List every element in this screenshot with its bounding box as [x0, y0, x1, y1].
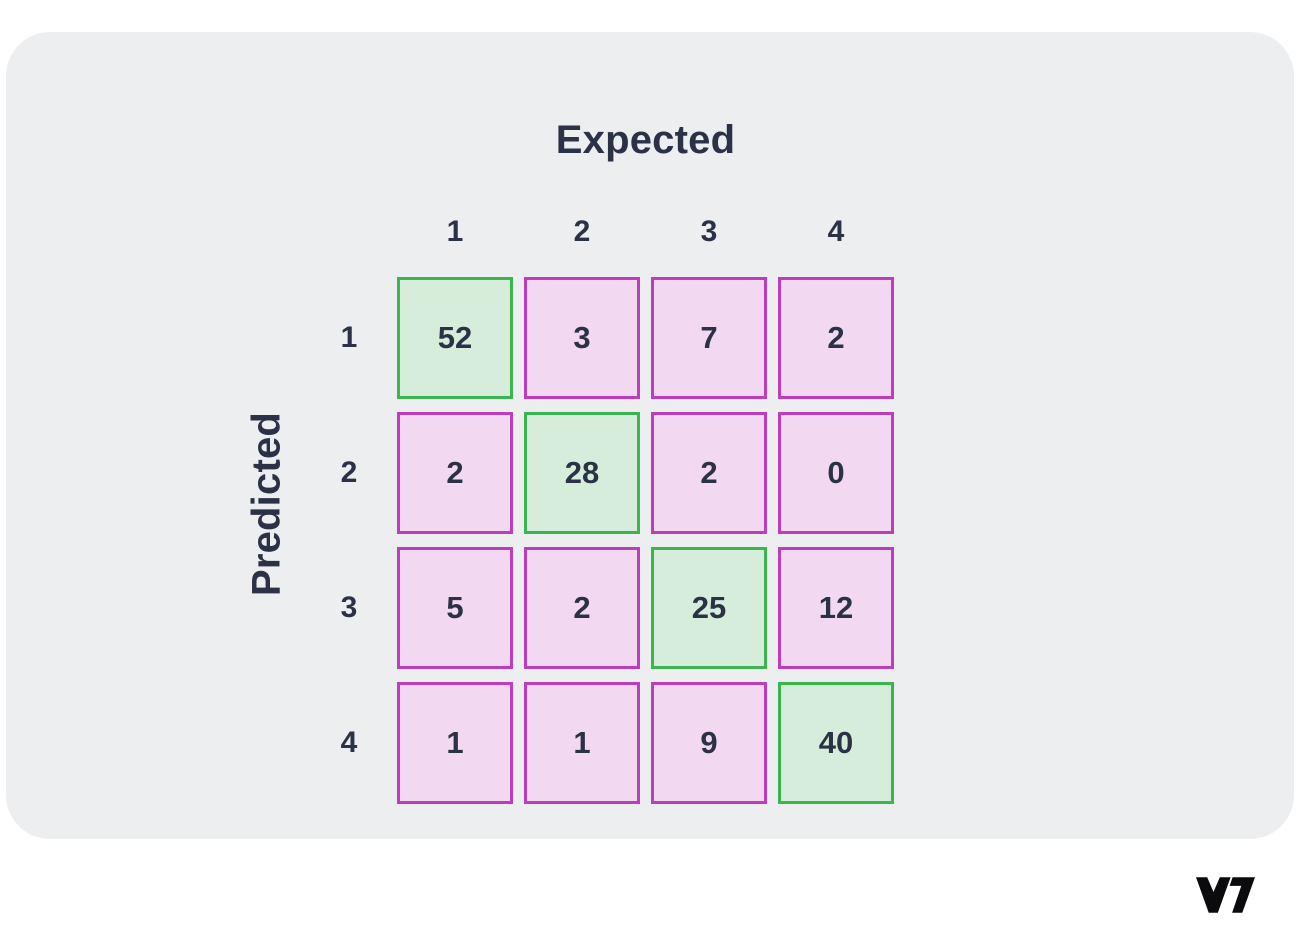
- v7-logo-7-shape: [1229, 877, 1255, 913]
- cell-r2c4: 0: [778, 412, 894, 534]
- cell-r4c4: 40: [778, 682, 894, 804]
- cell-r2c2: 28: [524, 412, 640, 534]
- confusion-matrix-card: Expected Predicted 1 2 3 4 1 2 3 4 52 3 …: [6, 32, 1294, 839]
- cell-r3c2: 2: [524, 547, 640, 669]
- column-label-3: 3: [700, 215, 718, 248]
- cell-r4c2: 1: [524, 682, 640, 804]
- row-label-2: 2: [340, 456, 358, 489]
- expected-axis-title: Expected: [555, 118, 736, 162]
- cell-r2c1: 2: [397, 412, 513, 534]
- row-label-3: 3: [340, 591, 358, 624]
- column-label-1: 1: [446, 215, 464, 248]
- row-label-4: 4: [340, 726, 358, 759]
- v7-logo: [1196, 877, 1255, 913]
- cell-r1c4: 2: [778, 277, 894, 399]
- v7-logo-v-shape: [1196, 877, 1231, 913]
- cell-r3c1: 5: [397, 547, 513, 669]
- cell-r4c1: 1: [397, 682, 513, 804]
- cell-r3c4: 12: [778, 547, 894, 669]
- predicted-axis-title: Predicted: [244, 411, 289, 597]
- row-labels: 1 2 3 4: [319, 277, 379, 804]
- cell-r1c1: 52: [397, 277, 513, 399]
- cell-r4c3: 9: [651, 682, 767, 804]
- cell-r3c3: 25: [651, 547, 767, 669]
- cell-r1c2: 3: [524, 277, 640, 399]
- column-label-2: 2: [573, 215, 591, 248]
- column-labels: 1 2 3 4: [397, 210, 894, 254]
- row-label-1: 1: [340, 321, 358, 354]
- cell-r2c3: 2: [651, 412, 767, 534]
- cell-r1c3: 7: [651, 277, 767, 399]
- matrix-grid: 52 3 7 2 2 28 2 0 5 2 25 12 1 1 9 40: [397, 277, 894, 804]
- column-label-4: 4: [827, 215, 845, 248]
